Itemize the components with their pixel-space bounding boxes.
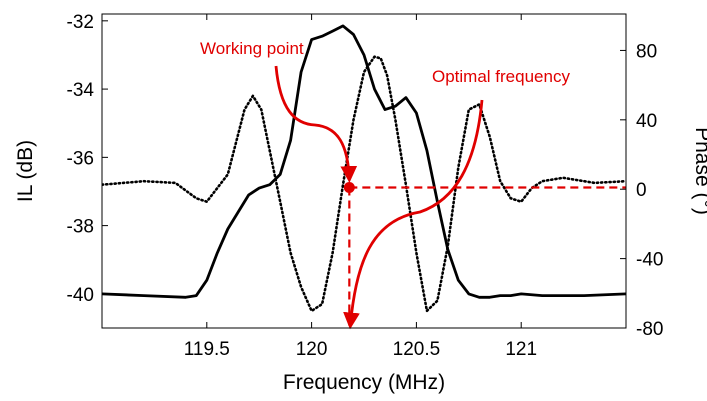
y-axis-left-label: IL (dB) xyxy=(14,140,37,202)
x-tick-label: 120.5 xyxy=(393,339,441,360)
axes: 119.5 120 120.5 121 -32 -34 -36 -38 -40 80 40 0 -40 -… xyxy=(67,12,664,360)
y-left-tick-label: -32 xyxy=(67,12,94,33)
annotation-layer xyxy=(274,65,626,330)
optimal-frequency-arrow xyxy=(343,99,484,330)
annotation-optimal-frequency-label: Optimal frequency xyxy=(432,67,570,86)
y-right-tick-label: 0 xyxy=(636,180,647,201)
x-tick-label: 119.5 xyxy=(184,339,230,360)
y-left-tick-label: -36 xyxy=(67,148,94,169)
y-left-tick-label: -40 xyxy=(67,285,94,306)
working-point-marker xyxy=(343,181,355,193)
annotation-working-point-label: Working point xyxy=(200,39,304,58)
working-point-arrow xyxy=(274,65,358,183)
y-right-tick-label: 80 xyxy=(636,41,657,62)
x-axis-label: Frequency (MHz) xyxy=(283,371,445,394)
y-right-tick-label: -40 xyxy=(636,250,663,271)
x-tick-label: 121 xyxy=(505,339,537,360)
y-left-tick-label: -34 xyxy=(67,80,95,101)
y-right-tick-label: -80 xyxy=(636,319,663,340)
y-right-tick-label: 40 xyxy=(636,111,657,132)
y-axis-right-label: Phase (°) xyxy=(691,127,707,215)
series-solid-line xyxy=(102,24,626,299)
x-tick-label: 120 xyxy=(296,339,328,360)
plot-area xyxy=(102,24,626,313)
series-dotted-line xyxy=(102,55,626,313)
plot-frame xyxy=(101,13,627,329)
y-left-tick-label: -38 xyxy=(67,217,94,238)
